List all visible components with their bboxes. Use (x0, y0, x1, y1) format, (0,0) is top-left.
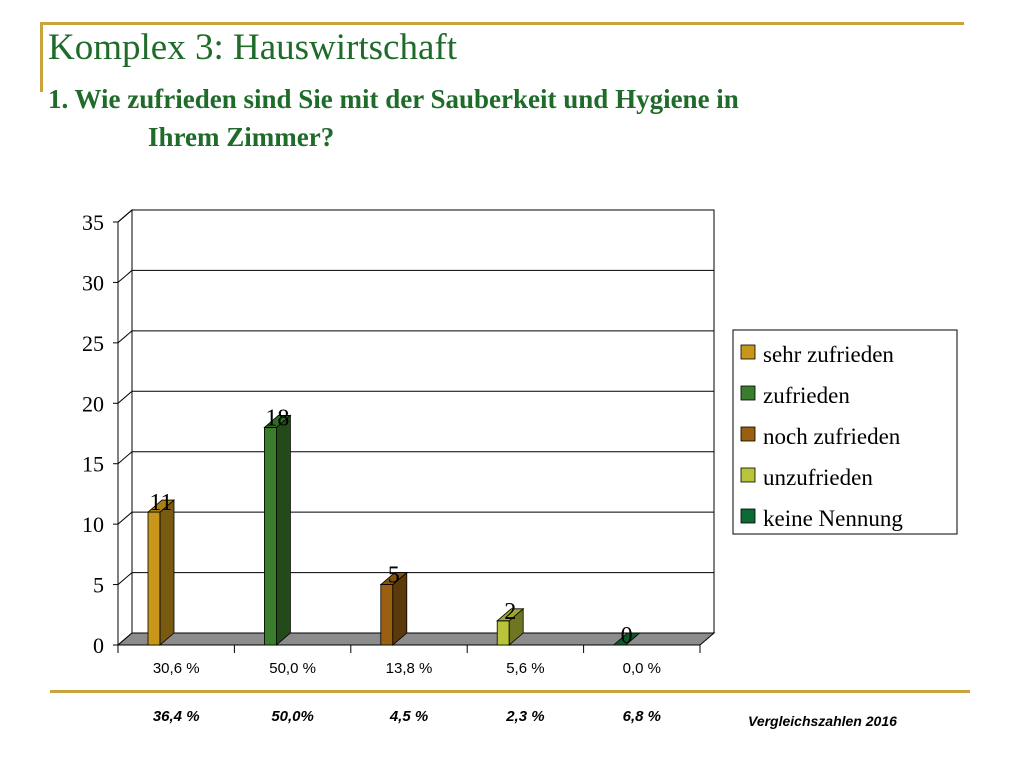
legend-swatch (740, 344, 756, 360)
x-tick-label: 5,6 % (506, 660, 544, 677)
y-tick-label: 0 (93, 633, 104, 658)
y-tick-label: 20 (82, 391, 104, 416)
bars (146, 414, 641, 646)
data-label: 5 (388, 563, 400, 589)
gridline-side (117, 511, 133, 525)
x-tick-label: 0,0 % (623, 660, 661, 677)
left-rule (40, 22, 43, 92)
y-tick-label: 35 (82, 210, 104, 235)
legend-swatch (740, 385, 756, 401)
legend: sehr zufrieden zufrieden noch zufrieden unz… (732, 329, 958, 535)
legend-label: unzufrieden (763, 465, 873, 490)
gridline-side (117, 572, 133, 585)
bar-top (379, 572, 408, 585)
legend-box (732, 329, 958, 535)
comparison-value: 6,8 % (622, 708, 661, 725)
y-tick-label: 5 (93, 573, 104, 598)
comparison-value: 2,3 % (506, 708, 545, 725)
y-tick-label: 25 (82, 331, 104, 356)
legend-label: sehr zufrieden (763, 342, 894, 367)
bar-side (159, 499, 175, 646)
bar-top (146, 499, 176, 513)
gridline-side (117, 270, 133, 283)
y-tick-label: 10 (82, 512, 104, 537)
side-wall (117, 208, 133, 647)
gridline-side (117, 451, 133, 465)
y-tick-label: 15 (82, 452, 104, 477)
bottom-rule (50, 690, 970, 693)
gridline-side (117, 330, 133, 344)
bar-top (263, 415, 292, 428)
x-tick-label: 50,0 % (269, 660, 316, 677)
comparison-value: 36,4 % (152, 708, 200, 725)
gridline-side (117, 390, 133, 404)
back-wall (131, 209, 715, 634)
data-labels: 11 18 5 2 0 (149, 405, 632, 649)
data-label: 18 (265, 405, 289, 431)
comparison-title: Vergleichszahlen 2016 (748, 713, 897, 729)
bar-top (612, 632, 641, 646)
bar (263, 427, 277, 646)
question-line-1: 1. Wie zufrieden sind Sie mit der Sauber… (48, 84, 739, 114)
question-text: 1. Wie zufrieden sind Sie mit der Sauber… (48, 80, 968, 156)
comparison-value: 4,5 % (389, 708, 429, 725)
legend-swatch (740, 467, 756, 483)
gridline-side (117, 209, 133, 223)
top-rule (40, 22, 964, 25)
bar-side (275, 414, 291, 646)
comparison-value: 50,0% (271, 708, 314, 725)
question-line-2: Ihrem Zimmer? (148, 122, 335, 152)
legend-swatch (740, 426, 756, 442)
bar (147, 511, 161, 646)
y-tick-label: 30 (82, 270, 104, 295)
x-tick-label: 13,8 % (386, 660, 433, 677)
data-label: 11 (149, 490, 172, 516)
slide-title: Komplex 3: Hauswirtschaft (48, 27, 457, 68)
x-tick-label: 30,6 % (153, 660, 200, 677)
legend-label: zufrieden (763, 383, 850, 408)
legend-swatch (740, 508, 756, 524)
bar (380, 584, 394, 646)
data-label: 2 (504, 599, 516, 625)
legend-label: noch zufrieden (763, 424, 901, 449)
data-label: 0 (621, 623, 633, 649)
gridlines (116, 208, 716, 647)
legend-label: keine Nennung (763, 506, 903, 531)
bar-top (496, 608, 525, 622)
